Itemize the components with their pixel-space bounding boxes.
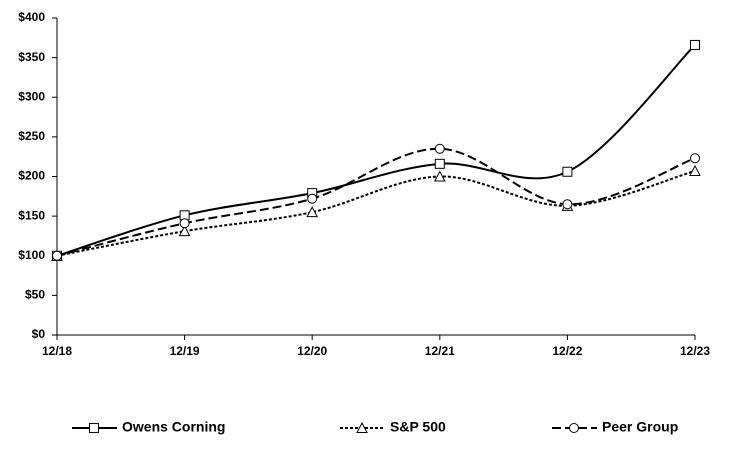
- x-tick-label: 12/22: [552, 344, 582, 358]
- legend-label: S&P 500: [390, 419, 446, 435]
- legend-label: Owens Corning: [122, 419, 225, 435]
- data-point: [434, 158, 445, 169]
- legend-label: Peer Group: [602, 419, 678, 435]
- y-tick-label: $100: [18, 248, 45, 262]
- y-tick-label: $150: [18, 208, 45, 222]
- x-tick-label: 12/23: [680, 344, 710, 358]
- data-point: [562, 199, 573, 210]
- y-tick-label: $400: [18, 10, 45, 24]
- series-line: [56, 44, 696, 257]
- data-point: [179, 218, 190, 229]
- data-point: [52, 250, 62, 261]
- legend-marker: [89, 423, 99, 433]
- y-tick-label: $350: [18, 50, 45, 64]
- data-point: [306, 206, 319, 218]
- y-tick-label: $300: [18, 89, 45, 103]
- x-tick-label: 12/20: [297, 344, 327, 358]
- x-tick-label: 12/18: [42, 344, 72, 358]
- legend-marker: [356, 421, 368, 433]
- legend: Owens Corning S&P 500 Peer Group: [72, 419, 678, 435]
- series-line: [56, 147, 696, 257]
- data-point: [178, 225, 191, 237]
- data-point: [562, 166, 573, 177]
- data-point: [690, 39, 700, 50]
- legend-marker: [569, 423, 579, 433]
- data-point: [433, 170, 446, 182]
- data-point: [434, 143, 445, 154]
- y-tick-label: $250: [18, 129, 45, 143]
- series-line: [56, 169, 696, 257]
- data-point: [689, 164, 701, 176]
- x-tick-label: 12/21: [425, 344, 455, 358]
- y-tick-label: $200: [18, 169, 45, 183]
- data-point: [307, 193, 318, 204]
- x-tick-label: 12/19: [170, 344, 200, 358]
- y-tick-label: $50: [25, 288, 45, 302]
- data-point: [690, 153, 700, 164]
- y-tick-label: $0: [32, 327, 46, 341]
